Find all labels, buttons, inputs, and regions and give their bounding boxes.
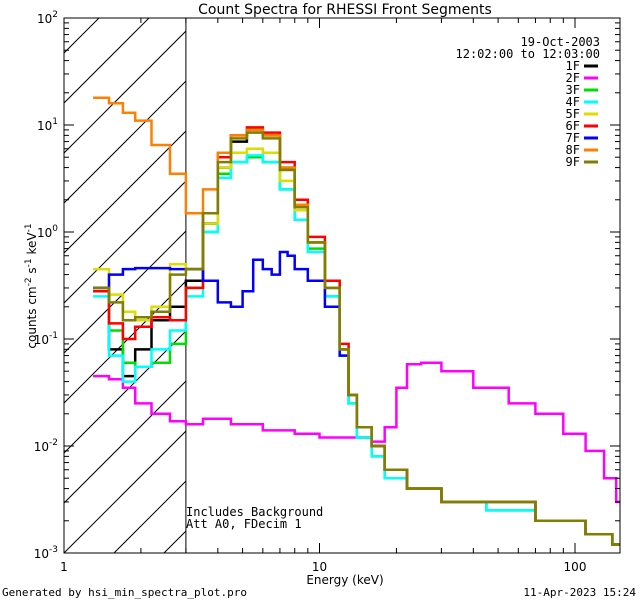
x-tick-label: 1: [60, 560, 68, 574]
y-tick-label: 10-3: [34, 545, 58, 561]
legend-label-1F: 1F: [566, 59, 580, 73]
x-axis: 1 10 100: [60, 18, 586, 574]
hatch-line: [414, 0, 640, 553]
y-tick-label: 10-2: [34, 438, 58, 454]
y-tick-label: 101: [37, 117, 58, 133]
y-axis: 10-3 10-2 10-1 100 101 102: [34, 10, 620, 561]
x-axis-label: Energy (keV): [306, 573, 383, 587]
hatch-line: [64, 180, 186, 304]
y-axis-label: counts cm-2 s-1 keV-1: [24, 223, 39, 348]
legend-label-2F: 2F: [566, 71, 580, 85]
x-tick-label: 100: [564, 560, 587, 574]
hatch-line: [64, 380, 186, 504]
series-layer: [93, 96, 620, 546]
hatch-line: [64, 80, 186, 204]
legend-label-9F: 9F: [566, 155, 580, 169]
hatch-line: [64, 430, 186, 553]
series-1F: [93, 128, 620, 546]
legend-label-5F: 5F: [566, 107, 580, 121]
series-3F: [93, 155, 620, 546]
hatch-line: [64, 18, 150, 104]
footer-timestamp: 11-Apr-2023 15:24: [523, 586, 636, 599]
hatch-line: [64, 30, 186, 154]
series-6F: [93, 126, 620, 546]
series-5F: [93, 147, 620, 546]
legend-label-6F: 6F: [566, 119, 580, 133]
hatch-line: [64, 280, 186, 404]
series-9F: [93, 131, 620, 546]
x-tick-label: 10: [312, 560, 327, 574]
legend-label-8F: 8F: [566, 143, 580, 157]
hatch-line: [314, 0, 640, 553]
plot-frame: [63, 17, 621, 554]
hatch-line: [464, 0, 640, 553]
chart-title: Count Spectra for RHESSI Front Segments: [198, 2, 492, 18]
legend-label-3F: 3F: [566, 83, 580, 97]
time-range-label: 12:02:00 to 12:03:00: [456, 47, 601, 61]
legend-label-7F: 7F: [566, 131, 580, 145]
series-4F: [93, 154, 620, 546]
footer-generator: Generated by hsi_min_spectra_plot.pro: [2, 586, 247, 599]
y-tick-label: 10-1: [34, 331, 58, 347]
hatch-line: [64, 130, 186, 254]
series-2F: [93, 361, 620, 504]
y-tick-label: 100: [37, 224, 58, 240]
excluded-region-hatch: [64, 0, 640, 553]
hatch-line: [113, 480, 186, 553]
annotation-attenuator: Att A0, FDecim 1: [186, 517, 302, 531]
hatch-line: [64, 230, 186, 354]
legend-label-4F: 4F: [566, 95, 580, 109]
annotation-background: Includes Background: [186, 505, 323, 519]
hatch-line: [264, 0, 640, 553]
y-tick-label: 102: [37, 10, 58, 26]
date-label: 19-Oct-2003: [521, 35, 600, 49]
